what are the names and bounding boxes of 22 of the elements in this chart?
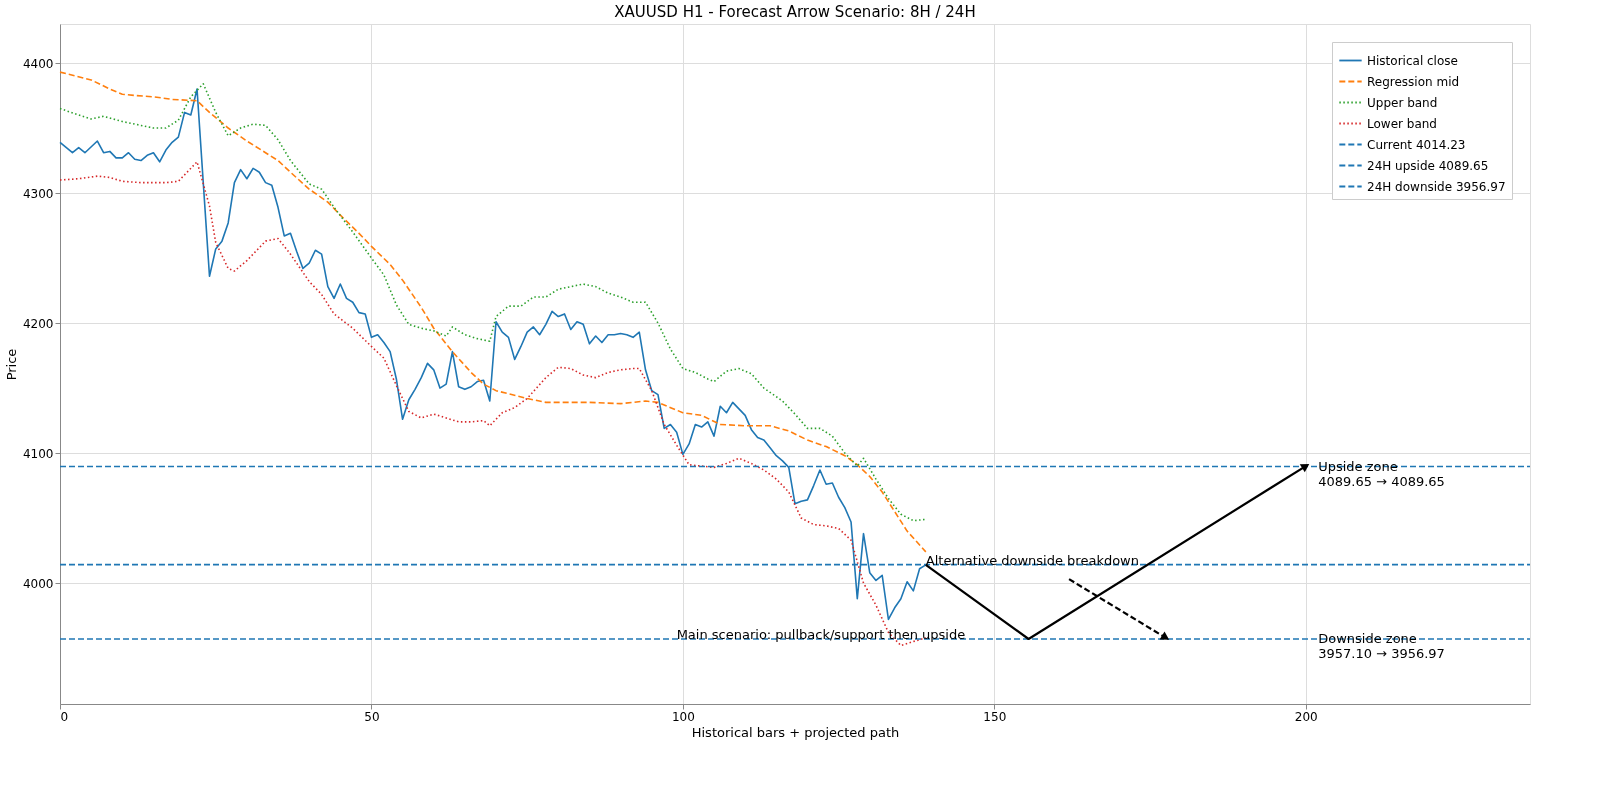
x-tick-label: 200 [1294,709,1318,724]
annotation: Alternative downside breakdown [925,552,1139,568]
x-tick-label: 150 [983,709,1007,724]
y-tick-label: 4300 [22,186,54,201]
legend-label: Current 4014.23 [1367,137,1466,152]
y-tick-label: 4400 [22,56,54,71]
legend-label: Lower band [1367,116,1437,131]
legend-label: Upper band [1367,95,1438,110]
chart-title: XAUUSD H1 - Forecast Arrow Scenario: 8H / 24H [614,3,976,21]
x-tick-label: 50 [364,709,380,724]
y-tick-label: 4200 [22,316,54,331]
y-axis-title: Price [3,348,19,381]
x-tick-label: 0 [60,709,69,724]
x-tick-label: 100 [671,709,695,724]
annotation: Main scenario: pullback/support then upside [676,626,966,642]
legend-label: Historical close [1367,53,1458,68]
legend-label: Regression mid [1367,74,1460,89]
y-tick-label: 4100 [22,446,54,461]
legend-label: 24H downside 3956.97 [1367,179,1506,194]
y-tick-label: 4000 [22,576,54,591]
legend-label: 24H upside 4089.65 [1367,158,1489,173]
x-axis-title: Historical bars + projected path [691,724,900,740]
